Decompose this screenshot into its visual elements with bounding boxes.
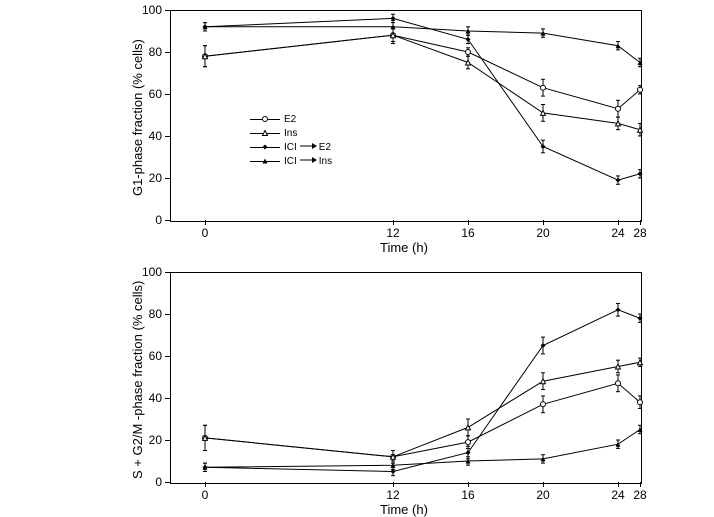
xtick-label: 0 [202,488,209,502]
ytick-label: 20 [140,171,162,185]
marker-E2 [638,400,643,405]
ytick-label: 0 [140,213,162,227]
xtick-label: 12 [386,226,399,240]
xtick-label: 20 [536,488,549,502]
marker-Ins [541,379,546,384]
xtick-label: 16 [461,488,474,502]
marker-Ins [638,360,643,365]
xtick-label: 0 [202,226,209,240]
marker-ICI_Ins [638,427,643,432]
ytick-label: 0 [140,475,162,489]
xtick-label: 24 [611,488,624,502]
xtick-label: 24 [611,226,624,240]
series-line-Ins [205,362,640,457]
marker-Ins [616,364,621,369]
xtick-label: 20 [536,226,549,240]
marker-ICI_E2 [616,307,621,312]
figure: G1-phase fraction (% cells) Time (h) E2I… [0,0,714,515]
ytick-label: 20 [140,433,162,447]
marker-E2 [466,440,471,445]
ytick-label: 100 [140,3,162,17]
marker-E2 [541,402,546,407]
series-line-ICI_Ins [205,430,640,468]
marker-Ins [466,425,471,430]
xtick-label: 12 [386,488,399,502]
ytick-label: 80 [140,307,162,321]
ytick-label: 40 [140,129,162,143]
ytick-label: 100 [140,265,162,279]
ytick-label: 60 [140,349,162,363]
marker-E2 [616,381,621,386]
ytick-label: 40 [140,391,162,405]
series-line-ICI_E2 [205,310,640,472]
series-line-E2 [205,383,640,457]
ytick-label: 80 [140,45,162,59]
xtick-label: 16 [461,226,474,240]
ytick-label: 60 [140,87,162,101]
xtick-label: 28 [633,226,646,240]
svg-bottom [0,0,714,515]
marker-ICI_E2 [638,316,643,321]
xtick-label: 28 [633,488,646,502]
